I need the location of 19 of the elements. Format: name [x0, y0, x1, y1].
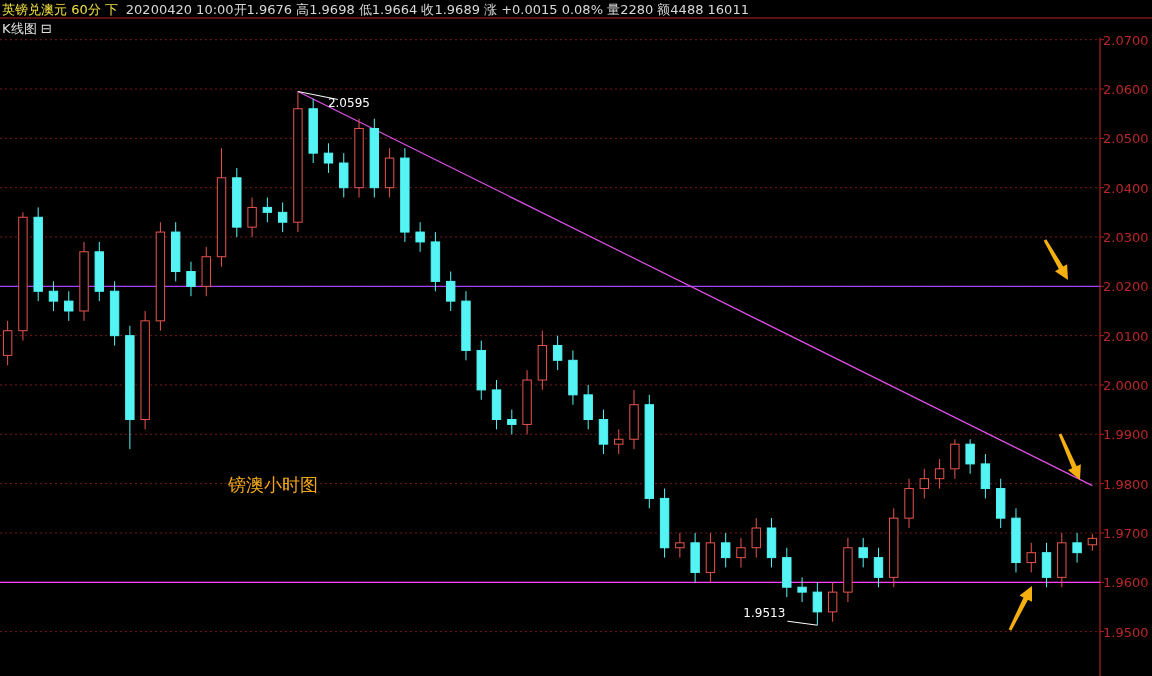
y-tick-label: 2.0200 [1103, 279, 1149, 295]
annotation: 镑澳小时图 [227, 474, 318, 495]
y-tick-label: 2.0500 [1103, 131, 1149, 147]
y-tick-label: 2.0400 [1103, 180, 1149, 196]
y-tick-label: 1.9600 [1103, 575, 1149, 591]
y-tick-label: 2.0600 [1103, 82, 1149, 98]
annotation: 1.9513 [743, 606, 786, 621]
y-tick-label: 2.0700 [1103, 32, 1149, 48]
annotation: 2.0595 [327, 96, 370, 111]
y-tick-label: 1.9900 [1103, 427, 1149, 443]
chart-title: 英镑兑澳元 60分 下 [2, 2, 118, 17]
chart-subtitle: 20200420 10:00开1.9676 高1.9698 低1.9664 收1.9689 涨 +0.0015 0.08% 量2280 额4488 16011 [125, 2, 749, 17]
y-tick-label: 1.9800 [1103, 476, 1149, 492]
text: K线图 ⊟ [2, 21, 52, 36]
y-tick-label: 2.0000 [1103, 377, 1149, 393]
y-tick-label: 2.0300 [1103, 230, 1149, 245]
y-tick-label: 2.0100 [1103, 328, 1149, 344]
y-tick-label: 1.9500 [1103, 624, 1149, 640]
y-tick-label: 1.9700 [1103, 525, 1149, 541]
